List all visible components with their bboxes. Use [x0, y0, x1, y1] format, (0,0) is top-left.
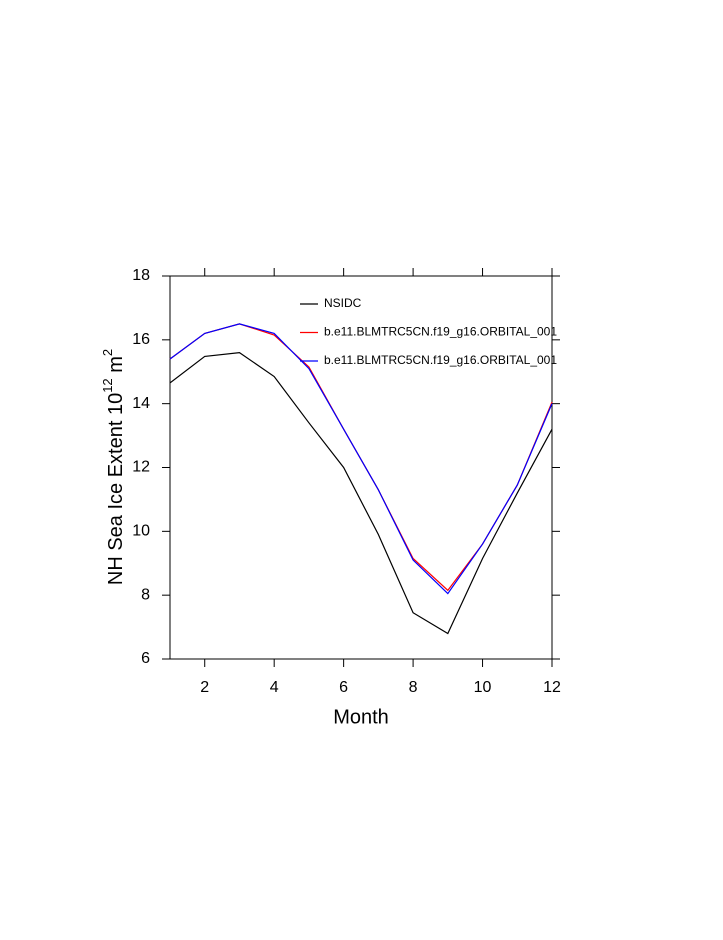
x-axis-label: Month [333, 706, 389, 728]
y-tick-label: 18 [132, 267, 150, 284]
legend-label: b.e11.BLMTRC5CN.f19_g16.ORBITAL_001 [324, 325, 557, 339]
y-axis-label: NH Sea Ice Extent 1012 m2 [100, 349, 127, 585]
y-label-text: NH Sea Ice Extent 10 [105, 393, 127, 585]
y-tick-label: 8 [141, 586, 150, 603]
legend-label: NSIDC [324, 296, 362, 310]
y-tick-label: 14 [132, 395, 150, 412]
x-tick-label: 12 [543, 679, 561, 696]
y-label-unit-exp: 2 [100, 349, 115, 356]
y-tick-label: 12 [132, 459, 150, 476]
x-tick-label: 8 [409, 679, 418, 696]
series-line [169, 351, 553, 635]
x-tick-label: 6 [339, 679, 348, 696]
y-label-exp: 12 [100, 378, 115, 392]
legend-label: b.e11.BLMTRC5CN.f19_g16.ORBITAL_001 [324, 353, 557, 367]
x-tick-label: 10 [474, 679, 492, 696]
y-tick-label: 10 [132, 523, 150, 540]
series-line [169, 323, 553, 595]
y-tick-label: 6 [141, 650, 150, 667]
x-tick-label: 2 [200, 679, 209, 696]
y-label-unit: m [105, 356, 127, 378]
x-tick-label: 4 [270, 679, 279, 696]
y-tick-label: 16 [132, 331, 150, 348]
